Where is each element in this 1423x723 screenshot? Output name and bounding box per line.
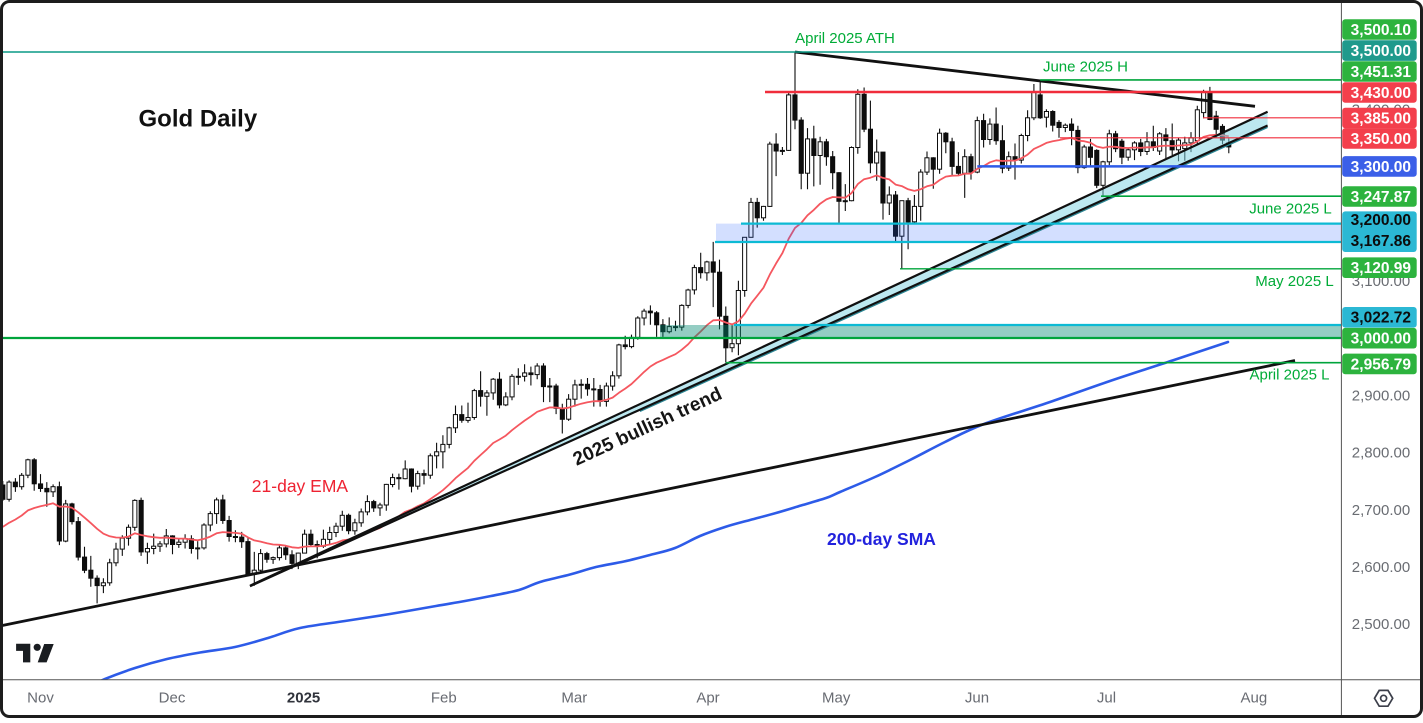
svg-text:April 2025 L: April 2025 L [1249,367,1329,384]
svg-text:3,500.00: 3,500.00 [1351,43,1411,60]
svg-text:3,385.00: 3,385.00 [1351,110,1411,127]
svg-text:21-day EMA: 21-day EMA [252,476,349,496]
svg-text:Apr: Apr [696,690,719,707]
svg-text:2,500.00: 2,500.00 [1352,616,1410,633]
svg-text:May: May [822,690,851,707]
svg-text:3,200.00: 3,200.00 [1351,212,1411,229]
svg-text:3,247.87: 3,247.87 [1351,189,1411,206]
svg-text:April 2025 ATH: April 2025 ATH [795,30,895,47]
svg-text:2,600.00: 2,600.00 [1352,559,1410,576]
svg-text:June 2025 L: June 2025 L [1249,201,1332,218]
svg-text:200-day SMA: 200-day SMA [827,529,936,549]
svg-text:3,500.10: 3,500.10 [1351,22,1411,39]
svg-text:2,900.00: 2,900.00 [1352,387,1410,404]
svg-text:Aug: Aug [1241,690,1268,707]
svg-text:May 2025 L: May 2025 L [1255,273,1333,290]
svg-text:June 2025 H: June 2025 H [1043,59,1128,76]
svg-text:Gold Daily: Gold Daily [139,106,258,133]
svg-text:3,167.86: 3,167.86 [1351,233,1412,250]
svg-text:2025: 2025 [287,690,320,707]
svg-text:3,300.00: 3,300.00 [1351,159,1411,176]
svg-text:3,000.00: 3,000.00 [1351,331,1411,348]
svg-text:Jun: Jun [965,690,989,707]
svg-text:Mar: Mar [561,690,587,707]
svg-text:3,430.00: 3,430.00 [1351,85,1411,102]
svg-text:Dec: Dec [159,690,186,707]
svg-text:Nov: Nov [27,690,54,707]
svg-text:3,022.72: 3,022.72 [1351,310,1411,327]
svg-text:2,700.00: 2,700.00 [1352,502,1410,519]
svg-text:3,451.31: 3,451.31 [1351,64,1412,81]
svg-text:2,800.00: 2,800.00 [1352,445,1410,462]
svg-text:2,956.79: 2,956.79 [1351,356,1412,373]
svg-text:3,350.00: 3,350.00 [1351,131,1411,148]
svg-text:Jul: Jul [1097,690,1116,707]
svg-text:3,120.99: 3,120.99 [1351,260,1412,277]
svg-text:Feb: Feb [431,690,457,707]
